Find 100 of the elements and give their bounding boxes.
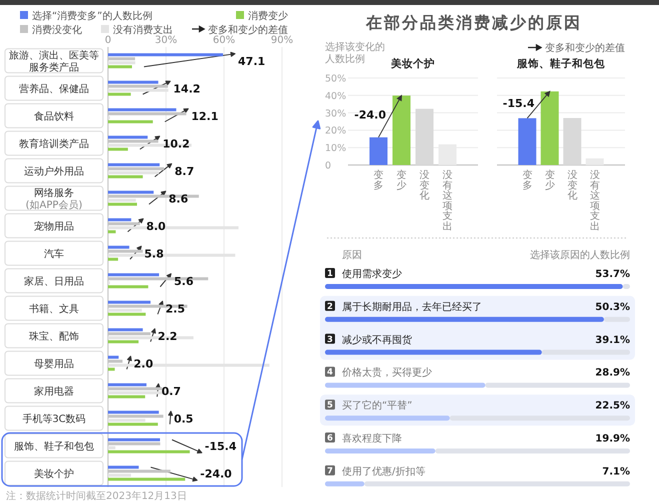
y-tick-label: 网络服务(如APP会员) [26,186,82,211]
bar [108,285,148,288]
annotation: 2.5 [166,302,186,316]
data-label: 53.7% [595,269,630,280]
y-tick-label: 宠物用品 [34,220,74,232]
annotation: 0.7 [161,384,181,398]
x-tick-label: 0 [104,35,112,46]
x-tick-label: 60% [212,35,236,46]
x-tick-label: 变少 [544,169,555,192]
bar [108,273,160,276]
y-tick-label: 家用电器 [34,385,74,398]
x-axis-title: 选择该原因的人数比例 [530,249,630,261]
text: 选择该变化的人数比例 [325,42,385,65]
x-tick-label: 没变化 [420,169,430,202]
text: 变多和变少的差值 [545,42,625,54]
annotation: -15.4 [204,440,237,453]
bar [108,175,143,178]
x-tick-label: 变多 [522,169,532,192]
legend-label: 选择“消费变多”的人数比例 [32,10,152,22]
annotation: 2.0 [134,357,154,370]
bar [108,383,146,386]
annotation: 5.6 [174,274,194,288]
y-tick-label: 买了它的“平替” [342,400,412,412]
annotation: 8.6 [168,192,188,206]
chart-title: 服饰、鞋子和包包 [516,57,606,70]
y-tick-label: 美妆个护 [34,468,74,480]
y-tick-label: 手机等3C数码 [22,412,86,425]
annotation: 47.1 [238,54,266,68]
y-axis-title: 原因 [342,250,362,261]
bar [108,92,131,96]
text: 变多和变少的差值 [208,24,288,36]
y-tick-label: 运动户外用品 [24,165,84,178]
bar [108,356,119,359]
annotation: 5.8 [144,247,164,260]
annotation: -15.4 [502,96,535,110]
annotation: -24.0 [200,467,232,480]
y-tick-label: 30% [325,108,346,120]
bar [416,108,434,165]
data-label: 22.5% [595,400,630,412]
y-tick-label: 使用了优惠/折扣等 [342,465,426,478]
bar [108,148,128,151]
y-tick-label: 0 [325,160,332,172]
bar [108,61,136,64]
bar [108,230,116,234]
bar [108,438,160,442]
bar [108,120,153,124]
category-label: 旅游、演出、医美等服务类产品 [9,50,99,74]
y-tick-label: 10% [325,143,346,154]
annotation: 12.1 [191,110,218,123]
x-tick-label: 没变化 [567,169,578,202]
y-tick-label: 价格太贵，买得更少 [341,366,432,379]
bar [108,65,132,68]
bar [108,198,136,202]
x-tick-label: 变多 [374,169,384,192]
x-tick-label: 没有这项支出 [590,169,600,232]
y-tick-label: 服饰、鞋子和包包 [14,440,94,452]
annotation: 2.2 [158,330,178,343]
y-tick-label: 家居、日用品 [24,275,84,288]
y-tick-label: 属于长期耐用品，去年已经买了 [342,300,482,313]
text: 注：数据统计时间截至2023年12月13日 [6,490,187,502]
bar [563,118,582,165]
bar [108,163,160,166]
bar [108,368,115,371]
y-tick-label: 书籍、文具 [29,302,79,315]
bar [108,190,154,194]
data-label: 28.9% [595,368,630,379]
bar [108,450,190,454]
bar [108,308,142,312]
y-tick-label: 20% [325,126,346,137]
bar [108,218,132,222]
bar [108,410,159,414]
y-tick-label: 营养品、保健品 [19,82,89,95]
bar [108,171,159,174]
legend-label: 消费没变化 [32,24,82,36]
bar [108,466,139,469]
x-tick-label: 30% [154,35,178,46]
y-tick-label: 喜欢程度下降 [342,432,402,444]
y-tick-label: 珠宝、配饰 [29,330,79,342]
x-tick-label: 没有这项支出 [442,169,452,232]
x-tick-label: 90% [270,35,294,46]
bar [108,395,146,398]
text: 在部分品类消费减少的原因 [365,13,582,32]
y-tick-label: 食品饮料 [34,110,74,122]
legend-label: 消费变少 [248,10,288,22]
bar [108,80,158,84]
bar [108,446,116,450]
annotation: 8.7 [174,164,194,178]
bar [108,328,143,332]
data-label: 19.9% [595,434,630,444]
legend-label: 没有消费支出 [113,24,173,36]
x-tick-label: 变少 [396,169,406,192]
y-tick-label: 汽车 [44,248,64,260]
y-tick-label: 教育培训类产品 [19,138,89,150]
bar [108,258,118,261]
y-tick-label: 减少或不再囤货 [342,334,412,346]
bar [108,312,146,316]
data-label: 50.3% [595,302,630,313]
annotation: 0.5 [174,412,194,426]
data-label: 7.1% [602,466,630,478]
bar [108,474,132,477]
